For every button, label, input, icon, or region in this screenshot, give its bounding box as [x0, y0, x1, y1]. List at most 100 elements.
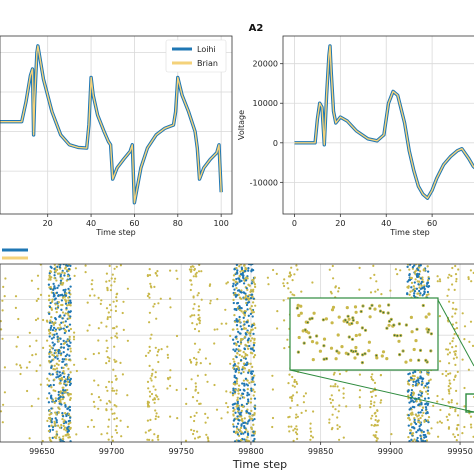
spike-point: [1, 299, 4, 302]
spike-point: [427, 285, 430, 288]
spike-point: [379, 401, 382, 404]
spike-point: [54, 318, 58, 321]
spike-point: [46, 397, 49, 400]
spike-point: [61, 296, 65, 299]
spike-point: [84, 264, 87, 267]
spike-point: [50, 351, 53, 354]
spike-point: [62, 389, 65, 392]
inset-spike-point: [297, 313, 301, 318]
spike-point: [197, 351, 200, 354]
spike-point: [148, 438, 151, 441]
spike-point: [380, 293, 383, 296]
b-ticks: 99650 99700 99750 99800 99850 99900 99950: [29, 442, 473, 456]
spike-point: [406, 265, 409, 269]
spike-point: [246, 321, 249, 324]
spike-point: [253, 397, 257, 400]
spike-point: [467, 277, 470, 281]
spike-point: [247, 412, 250, 415]
spike-point: [296, 382, 299, 385]
spike-point: [63, 401, 66, 405]
spike-point: [439, 408, 442, 412]
spike-point: [338, 425, 341, 428]
spike-point: [34, 318, 38, 322]
spike-point: [236, 415, 239, 418]
spike-point: [275, 272, 278, 275]
spike-point: [56, 286, 59, 290]
spike-point: [68, 277, 72, 280]
spike-point: [417, 283, 420, 286]
spike-point: [309, 422, 312, 425]
spike-point: [65, 358, 68, 361]
spike-point: [408, 273, 411, 276]
spike-point: [453, 288, 456, 291]
spike-point: [61, 417, 64, 421]
spike-point: [451, 315, 454, 318]
spike-point: [189, 315, 192, 318]
spike-point: [420, 429, 423, 432]
spike-point: [154, 272, 157, 275]
spike-point: [62, 321, 65, 324]
spike-point: [204, 421, 207, 424]
spike-point: [69, 359, 72, 362]
b-zoom-region: [465, 393, 474, 413]
spike-point: [452, 433, 455, 436]
spike-point: [288, 373, 291, 376]
spike-point: [37, 297, 40, 300]
spike-point: [244, 279, 248, 282]
spike-point: [226, 281, 229, 284]
spike-point: [190, 378, 193, 381]
b-xtick-label: 99800: [238, 447, 263, 456]
spike-point: [436, 400, 439, 403]
spike-point: [234, 295, 238, 298]
spike-point: [47, 298, 51, 302]
spike-point: [292, 429, 295, 432]
spike-point: [97, 296, 100, 299]
spike-point: [342, 392, 345, 395]
inset-spike-core: [344, 319, 347, 321]
spike-point: [409, 412, 412, 415]
spike-point: [468, 340, 471, 343]
spike-point: [58, 382, 61, 385]
spike-point: [243, 311, 247, 314]
inset-spike-core: [393, 334, 396, 337]
spike-point: [338, 404, 341, 407]
spike-point: [144, 354, 148, 357]
spike-point: [250, 328, 253, 332]
spike-point: [112, 327, 115, 330]
inset-spike-point: [299, 304, 303, 308]
spike-point: [411, 374, 415, 377]
spike-point: [408, 408, 411, 411]
spike-point: [1, 309, 4, 312]
spike-point: [245, 333, 248, 336]
spike-point: [241, 368, 244, 371]
inset-spike-core: [354, 350, 357, 353]
spike-point: [439, 360, 442, 363]
spike-point: [196, 374, 199, 377]
b-inset: [289, 297, 474, 413]
b-xtick-label: 99700: [99, 447, 124, 456]
spike-point: [149, 428, 152, 431]
spike-point: [231, 394, 235, 397]
spike-point: [242, 379, 245, 382]
spike-point: [446, 353, 449, 356]
spike-point: [224, 308, 227, 311]
inset-spike-point: [367, 340, 371, 344]
spike-point: [153, 401, 156, 404]
spike-point: [1, 421, 4, 424]
spike-point: [120, 435, 123, 438]
spike-point: [53, 267, 56, 271]
spike-point: [418, 403, 421, 406]
spike-point: [106, 432, 109, 435]
spike-point: [66, 312, 69, 315]
spike-point: [119, 264, 122, 267]
spike-point: [242, 405, 245, 409]
spike-point: [244, 268, 248, 271]
spike-point: [67, 422, 70, 426]
spike-point: [233, 440, 237, 442]
inset-spike-core: [336, 350, 338, 352]
spike-point: [65, 325, 68, 329]
spike-point: [69, 396, 72, 400]
spike-point: [60, 308, 63, 311]
spike-point: [150, 333, 153, 336]
inset-spike-core: [346, 321, 349, 324]
